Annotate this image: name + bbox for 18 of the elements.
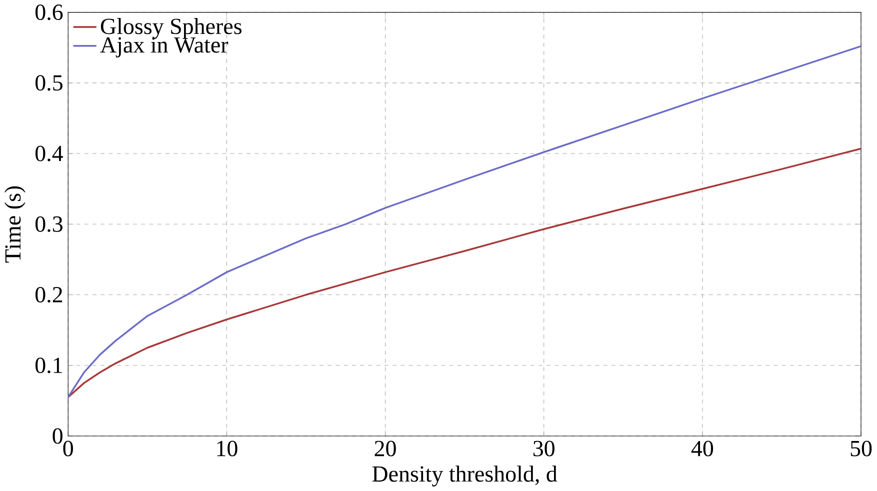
y-tick-label: 0.3 <box>35 216 62 232</box>
y-tick-label: 0.1 <box>35 358 62 374</box>
x-axis-title: Density threshold, d <box>372 466 558 486</box>
y-tick-label: 0 <box>52 428 62 444</box>
x-tick-label: 40 <box>691 440 714 456</box>
y-tick-label: 0.2 <box>35 286 62 303</box>
x-tick-label: 0 <box>63 440 73 456</box>
y-tick-label: 0.6 <box>35 4 63 20</box>
line-series <box>68 148 862 398</box>
x-tick-label: 10 <box>217 440 238 456</box>
y-tick-label: 0.5 <box>35 75 62 91</box>
x-tick-label: 50 <box>850 440 872 456</box>
legend-label: Ajax in Water <box>100 37 228 58</box>
x-tick-label: 20 <box>374 440 396 456</box>
x-tick-label: 30 <box>533 440 554 456</box>
legend-label: Glossy Spheres <box>100 18 242 39</box>
y-tick-label: 0.4 <box>35 146 63 162</box>
y-axis-title: Time (s) <box>4 186 26 263</box>
